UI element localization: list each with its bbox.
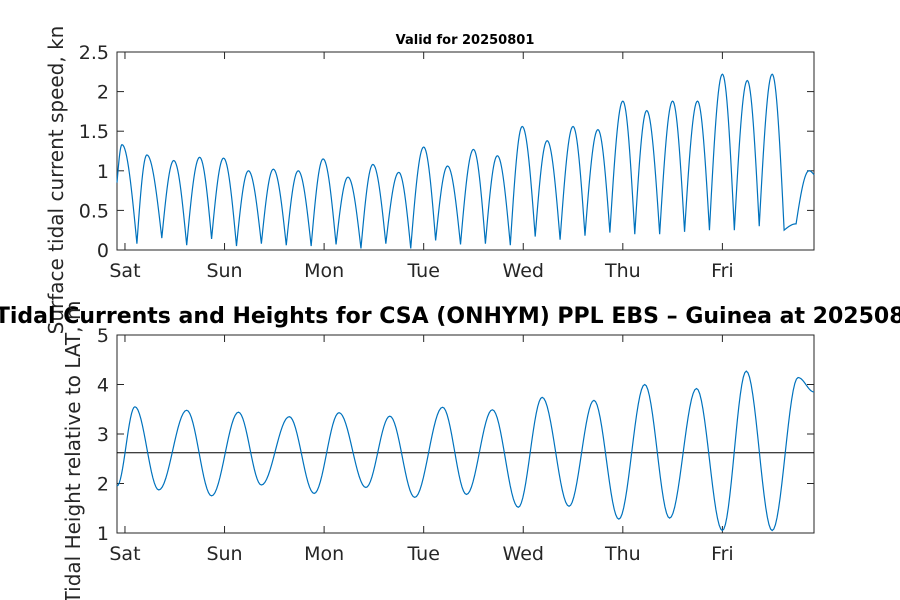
x-tick-label: Mon [304,260,344,282]
y-tick-label: 0 [97,240,109,262]
y-tick-label: 2 [97,474,109,496]
current-speed-ylabel: Surface tidal current speed, kn [44,26,68,335]
y-tick-label: 1.5 [79,121,109,143]
x-tick-label: Sun [206,260,242,282]
main-title: Tidal Currents and Heights for CSA (ONHY… [0,304,900,329]
x-tick-label: Thu [604,543,641,565]
y-tick-label: 3 [97,424,109,446]
x-tick-label: Mon [304,543,344,565]
current-speed-title: Valid for 20250801 [396,33,535,48]
tidal-height-axes: 1 2 3 4 5 Sat Sun Mon Tue Wed Thu Fri Tidal Curren… [0,301,900,600]
tidal-height-plot-area [116,334,815,534]
y-tick-label: 1 [97,161,109,183]
y-tick-label: 4 [97,375,109,397]
x-tick-label: Wed [503,260,544,282]
x-tick-label: Fri [711,260,734,282]
y-tick-label: 5 [97,325,109,347]
current-speed-series [116,73,815,249]
y-tick-label: 0.5 [79,200,109,222]
x-tick-label: Fri [711,543,734,565]
x-tick-label: Sat [109,260,140,282]
tidal-height-ylabel: Tidal Height relative to LAT, m [61,301,85,600]
x-tick-label: Tue [406,543,439,565]
x-tick-label: Wed [503,543,544,565]
current-speed-axes: 0 0.5 1 1.5 2 2.5 Sat Sun Mon Tue Wed Thu Fri Valid… [44,26,815,335]
x-tick-label: Sat [109,543,140,565]
y-tick-label: 2 [97,82,109,104]
y-tick-label: 2.5 [79,42,109,64]
x-tick-label: Sun [206,543,242,565]
y-tick-label: 1 [97,523,109,545]
x-tick-label: Thu [604,260,641,282]
tidal-height-series [116,370,815,532]
x-tick-label: Tue [406,260,439,282]
